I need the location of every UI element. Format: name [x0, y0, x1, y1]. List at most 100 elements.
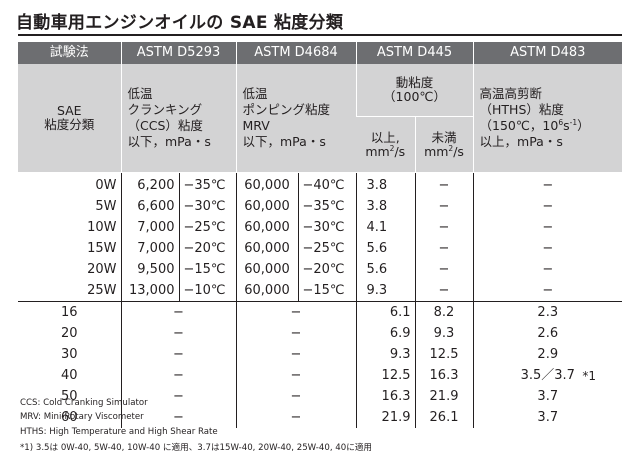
ccs-value: −: [120, 301, 236, 323]
hths-value: −: [472, 280, 623, 302]
hths-value: −: [472, 196, 623, 217]
kinematic-viscosity-header: 動粘度 （100℃）: [355, 64, 474, 118]
table-row: 20 − − 6.9 9.3 2.6: [18, 323, 623, 344]
mrv-value: −: [235, 323, 356, 344]
mrv-value: −: [235, 344, 356, 365]
ccs-value: −: [120, 323, 236, 344]
mrv-temperature: −25℃: [297, 238, 356, 259]
mrv-value: −: [235, 365, 356, 386]
kv-min-value: 3.8: [355, 172, 415, 196]
mrv-temperature: −30℃: [297, 217, 356, 238]
ccs-value: 7,000: [120, 217, 179, 238]
mrv-temperature: −15℃: [297, 280, 356, 302]
sae-grade: 10W: [87, 219, 117, 235]
mrv-temperature: −40℃: [297, 172, 356, 196]
table-row: 10W 7,000 −25℃ 60,000 −30℃ 4.1 − −: [18, 217, 623, 238]
ccs-value: −: [120, 344, 236, 365]
property-header-row-2: 以上, mm2/s 未満 mm2/s: [18, 116, 622, 173]
hths-value: 3.5／3.7: [520, 367, 575, 383]
summer-grades-section: 16 − − 6.1 8.2 2.3 20 − − 6.9 9.3 2.6 30…: [18, 301, 623, 428]
kv-max-value: 9.3: [414, 323, 474, 344]
sae-grade: 5W: [95, 198, 117, 214]
mrv-header-line-1: 低温: [242, 86, 268, 101]
hths-value: 2.3: [472, 301, 623, 323]
property-header-row-1: SAE 粘度分類 低温 クランキング （CCS）粘度 以下，mPa・s 低温 ポ…: [18, 64, 623, 173]
kv-max-header: 未満 mm2/s: [414, 116, 474, 173]
sae-grade: 16: [18, 301, 121, 323]
mrv-value: −: [235, 386, 356, 407]
kv-min-value: 3.8: [355, 196, 415, 217]
kv-min-value: 6.1: [355, 301, 415, 323]
kv-min-value: 9.3: [355, 344, 415, 365]
mrv-value: −: [235, 301, 356, 323]
ccs-column-header: 低温 クランキング （CCS）粘度 以下，mPa・s: [120, 64, 236, 173]
ccs-temperature: −10℃: [178, 280, 236, 302]
ccs-value: 7,000: [120, 238, 179, 259]
mrv-value: 60,000: [235, 172, 298, 196]
sae-grade: 0W: [95, 177, 117, 193]
ccs-header-line-3: （CCS）粘度: [127, 118, 203, 133]
page-title: 自動車用エンジンオイルの SAE 粘度分類: [16, 13, 344, 33]
kv-min-value: 21.9: [355, 407, 415, 428]
mrv-value: 60,000: [235, 238, 298, 259]
hths-value: 2.6: [472, 323, 623, 344]
hths-header-line-2: （HTHS）粘度: [479, 102, 564, 117]
kv-max-value: −: [414, 259, 474, 280]
kv-header-line-2: （100℃）: [383, 89, 446, 105]
ccs-value: −: [120, 407, 236, 428]
table-row: 30 − − 9.3 12.5 2.9: [18, 344, 623, 365]
kv-min-value: 12.5: [355, 365, 415, 386]
header-astm-d4684: ASTM D4684: [235, 42, 356, 64]
mrv-header-line-3: MRV: [242, 118, 270, 133]
table-row: 20W 9,500 −15℃ 60,000 −20℃ 5.6 − −: [18, 259, 623, 280]
table-row: 50 − − 16.3 21.9 3.7: [18, 386, 623, 407]
sae-grade: 25W: [87, 282, 117, 298]
sae-grade-column-header: SAE 粘度分類: [18, 64, 121, 173]
ccs-value: 9,500: [120, 259, 179, 280]
mrv-value: 60,000: [235, 280, 298, 302]
kv-min-value: 4.1: [355, 217, 415, 238]
title-underline: [18, 34, 622, 36]
grade-label: 粘度分類: [44, 117, 95, 132]
sae-grade: 15W: [87, 240, 117, 256]
ccs-temperature: −15℃: [178, 259, 236, 280]
sae-grade: 40: [60, 367, 78, 383]
kv-max-unit: mm2/s: [424, 143, 464, 159]
test-method-header-row: 試験法 ASTM D5293 ASTM D4684 ASTM D445 ASTM…: [18, 42, 623, 64]
kv-max-value: −: [414, 172, 474, 196]
kv-max-value: 21.9: [414, 386, 474, 407]
mrv-header-line-2: ポンピング粘度: [242, 102, 331, 117]
mrv-value: 60,000: [235, 259, 298, 280]
kv-max-value: 16.3: [414, 365, 474, 386]
kv-min-header: 以上, mm2/s: [356, 116, 415, 173]
ccs-value: 6,200: [120, 172, 179, 196]
ccs-temperature: −20℃: [178, 238, 236, 259]
footnote-1: *1) 3.5は 0W-40, 5W-40, 10W-40 に適用、3.7は15…: [20, 443, 373, 453]
mrv-value: 60,000: [235, 196, 298, 217]
table-row: 25W 13,000 −10℃ 60,000 −15℃ 9.3 − −: [18, 280, 623, 302]
kv-max-value: 12.5: [414, 344, 474, 365]
kv-min-unit: mm2/s: [365, 143, 406, 159]
sae-grade: 50: [60, 388, 78, 404]
ccs-value: 6,600: [120, 196, 179, 217]
ccs-value: −: [120, 386, 236, 407]
kv-min-value: 9.3: [355, 280, 415, 302]
footnote-hths: HTHS: High Temperature and High Shear Ra…: [20, 427, 218, 437]
header-astm-d445: ASTM D445: [355, 42, 474, 64]
hths-value: 2.9: [472, 344, 623, 365]
kv-max-value: 8.2: [414, 301, 474, 323]
kv-min-value: 5.6: [355, 259, 415, 280]
kv-min-value: 5.6: [355, 238, 415, 259]
ccs-value: −: [120, 365, 236, 386]
kv-header-line-1: 動粘度: [395, 75, 434, 91]
kv-min-label: 以上,: [370, 129, 400, 145]
ccs-temperature: −25℃: [178, 217, 236, 238]
table-row: 40 − − 12.5 16.3 3.5／3.7 *1: [18, 365, 623, 386]
header-astm-d483: ASTM D483: [472, 42, 623, 64]
sae-label: SAE: [56, 103, 82, 118]
header-astm-d5293: ASTM D5293: [120, 42, 236, 64]
hths-value: −: [472, 238, 623, 259]
ccs-temperature: −35℃: [178, 172, 236, 196]
table-row: 15W 7,000 −20℃ 60,000 −25℃ 5.6 − −: [18, 238, 623, 259]
ccs-value: 13,000: [120, 280, 179, 302]
